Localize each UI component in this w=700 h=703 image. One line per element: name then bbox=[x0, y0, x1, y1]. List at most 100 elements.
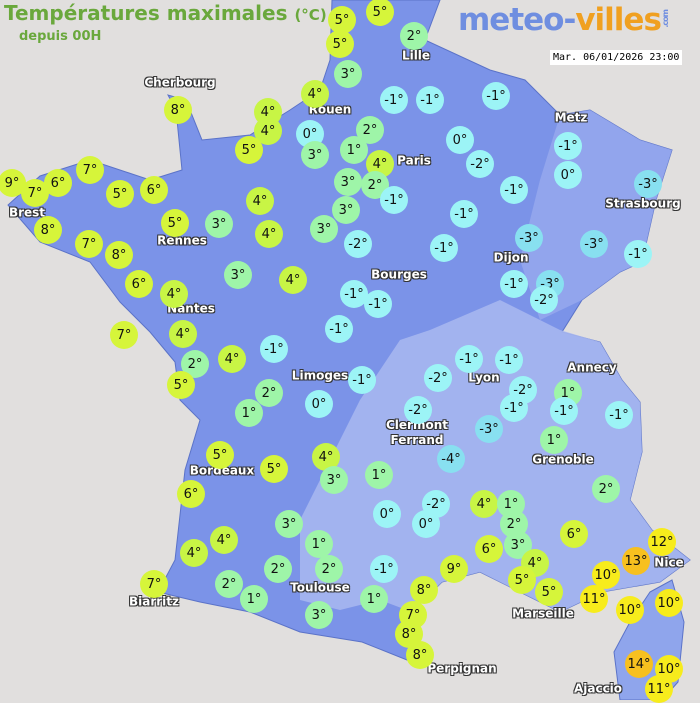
temperature-marker[interactable]: -1° bbox=[416, 86, 444, 114]
temperature-marker[interactable]: 8° bbox=[34, 216, 62, 244]
temperature-marker[interactable]: 3° bbox=[320, 466, 348, 494]
temperature-marker[interactable]: 5° bbox=[535, 578, 563, 606]
temperature-marker[interactable]: -1° bbox=[500, 394, 528, 422]
temperature-marker[interactable]: 4° bbox=[169, 320, 197, 348]
temperature-marker[interactable]: 4° bbox=[218, 345, 246, 373]
temperature-marker[interactable]: -1° bbox=[348, 366, 376, 394]
temperature-marker[interactable]: 5° bbox=[326, 30, 354, 58]
temperature-marker[interactable]: 7° bbox=[110, 321, 138, 349]
temperature-marker[interactable]: 3° bbox=[275, 510, 303, 538]
temperature-marker[interactable]: 11° bbox=[645, 675, 673, 703]
temperature-marker[interactable]: 8° bbox=[164, 96, 192, 124]
temperature-marker[interactable]: 6° bbox=[44, 169, 72, 197]
temperature-marker[interactable]: -1° bbox=[495, 346, 523, 374]
temperature-marker[interactable]: 10° bbox=[655, 589, 683, 617]
temperature-marker[interactable]: -1° bbox=[482, 82, 510, 110]
temperature-marker[interactable]: 0° bbox=[373, 500, 401, 528]
temperature-marker[interactable]: -3° bbox=[580, 230, 608, 258]
temperature-marker[interactable]: -1° bbox=[340, 280, 368, 308]
temperature-marker[interactable]: -1° bbox=[370, 555, 398, 583]
temperature-marker[interactable]: 3° bbox=[334, 60, 362, 88]
temperature-marker[interactable]: -1° bbox=[500, 270, 528, 298]
temperature-marker[interactable]: 2° bbox=[215, 570, 243, 598]
temperature-marker[interactable]: 0° bbox=[554, 161, 582, 189]
temperature-marker[interactable]: 4° bbox=[210, 526, 238, 554]
temperature-marker[interactable]: 10° bbox=[592, 561, 620, 589]
temperature-marker[interactable]: 5° bbox=[161, 209, 189, 237]
temperature-marker[interactable]: 6° bbox=[125, 270, 153, 298]
temperature-marker[interactable]: 7° bbox=[75, 230, 103, 258]
temperature-marker[interactable]: 8° bbox=[105, 241, 133, 269]
temperature-marker[interactable]: 3° bbox=[205, 210, 233, 238]
meteo-villes-logo[interactable]: meteo-villes.com bbox=[458, 2, 670, 38]
temperature-marker[interactable]: 12° bbox=[648, 528, 676, 556]
temperature-marker[interactable]: 1° bbox=[360, 585, 388, 613]
temperature-marker[interactable]: 13° bbox=[622, 547, 650, 575]
temperature-marker[interactable]: -3° bbox=[634, 170, 662, 198]
temperature-marker[interactable]: 11° bbox=[580, 585, 608, 613]
temperature-marker[interactable]: -1° bbox=[605, 401, 633, 429]
temperature-marker[interactable]: 1° bbox=[340, 136, 368, 164]
temperature-marker[interactable]: 3° bbox=[224, 261, 252, 289]
temperature-marker[interactable]: 2° bbox=[255, 379, 283, 407]
temperature-marker[interactable]: -1° bbox=[325, 315, 353, 343]
temperature-marker[interactable]: 5° bbox=[508, 566, 536, 594]
temperature-marker[interactable]: 2° bbox=[264, 555, 292, 583]
temperature-marker[interactable]: 8° bbox=[395, 620, 423, 648]
temperature-marker[interactable]: 2° bbox=[400, 22, 428, 50]
temperature-marker[interactable]: 7° bbox=[21, 179, 49, 207]
temperature-marker[interactable]: 4° bbox=[180, 539, 208, 567]
temperature-marker[interactable]: -2° bbox=[530, 286, 558, 314]
temperature-marker[interactable]: -2° bbox=[404, 396, 432, 424]
temperature-marker[interactable]: -1° bbox=[455, 345, 483, 373]
temperature-marker[interactable]: 5° bbox=[366, 0, 394, 26]
temperature-marker[interactable]: -1° bbox=[550, 397, 578, 425]
temperature-marker[interactable]: 3° bbox=[305, 601, 333, 629]
temperature-marker[interactable]: 5° bbox=[167, 371, 195, 399]
temperature-marker[interactable]: 3° bbox=[310, 215, 338, 243]
temperature-marker[interactable]: 6° bbox=[140, 176, 168, 204]
temperature-marker[interactable]: 1° bbox=[305, 530, 333, 558]
temperature-marker[interactable]: 5° bbox=[235, 136, 263, 164]
temperature-marker[interactable]: 14° bbox=[625, 650, 653, 678]
temperature-marker[interactable]: 4° bbox=[246, 187, 274, 215]
temperature-marker[interactable]: -2° bbox=[466, 150, 494, 178]
temperature-marker[interactable]: 1° bbox=[365, 461, 393, 489]
temperature-marker[interactable]: 9° bbox=[440, 555, 468, 583]
temperature-marker[interactable]: 3° bbox=[332, 196, 360, 224]
temperature-marker[interactable]: 10° bbox=[616, 596, 644, 624]
temperature-marker[interactable]: 1° bbox=[240, 585, 268, 613]
temperature-marker[interactable]: 0° bbox=[305, 390, 333, 418]
temperature-marker[interactable]: 3° bbox=[301, 141, 329, 169]
temperature-marker[interactable]: -1° bbox=[554, 132, 582, 160]
temperature-marker[interactable]: 8° bbox=[406, 641, 434, 669]
temperature-marker[interactable]: 2° bbox=[315, 555, 343, 583]
temperature-marker[interactable]: 5° bbox=[106, 180, 134, 208]
temperature-marker[interactable]: -1° bbox=[450, 200, 478, 228]
temperature-marker[interactable]: 0° bbox=[446, 126, 474, 154]
temperature-marker[interactable]: -1° bbox=[364, 290, 392, 318]
temperature-marker[interactable]: 3° bbox=[334, 168, 362, 196]
temperature-marker[interactable]: 6° bbox=[475, 535, 503, 563]
temperature-marker[interactable]: 4° bbox=[255, 220, 283, 248]
temperature-marker[interactable]: 2° bbox=[592, 475, 620, 503]
temperature-marker[interactable]: -3° bbox=[515, 224, 543, 252]
temperature-marker[interactable]: 5° bbox=[260, 455, 288, 483]
temperature-marker[interactable]: 9° bbox=[0, 169, 26, 197]
temperature-marker[interactable]: 4° bbox=[160, 280, 188, 308]
temperature-marker[interactable]: -1° bbox=[380, 86, 408, 114]
temperature-marker[interactable]: 1° bbox=[235, 399, 263, 427]
temperature-marker[interactable]: 6° bbox=[177, 480, 205, 508]
temperature-marker[interactable]: 1° bbox=[540, 426, 568, 454]
temperature-marker[interactable]: -1° bbox=[500, 176, 528, 204]
temperature-marker[interactable]: 0° bbox=[412, 510, 440, 538]
temperature-marker[interactable]: 5° bbox=[206, 441, 234, 469]
temperature-marker[interactable]: 7° bbox=[76, 156, 104, 184]
temperature-marker[interactable]: -1° bbox=[380, 186, 408, 214]
temperature-marker[interactable]: 6° bbox=[560, 520, 588, 548]
temperature-marker[interactable]: 5° bbox=[328, 6, 356, 34]
temperature-marker[interactable]: 4° bbox=[279, 266, 307, 294]
temperature-marker[interactable]: -2° bbox=[344, 230, 372, 258]
temperature-marker[interactable]: -4° bbox=[437, 445, 465, 473]
temperature-marker[interactable]: -1° bbox=[624, 240, 652, 268]
